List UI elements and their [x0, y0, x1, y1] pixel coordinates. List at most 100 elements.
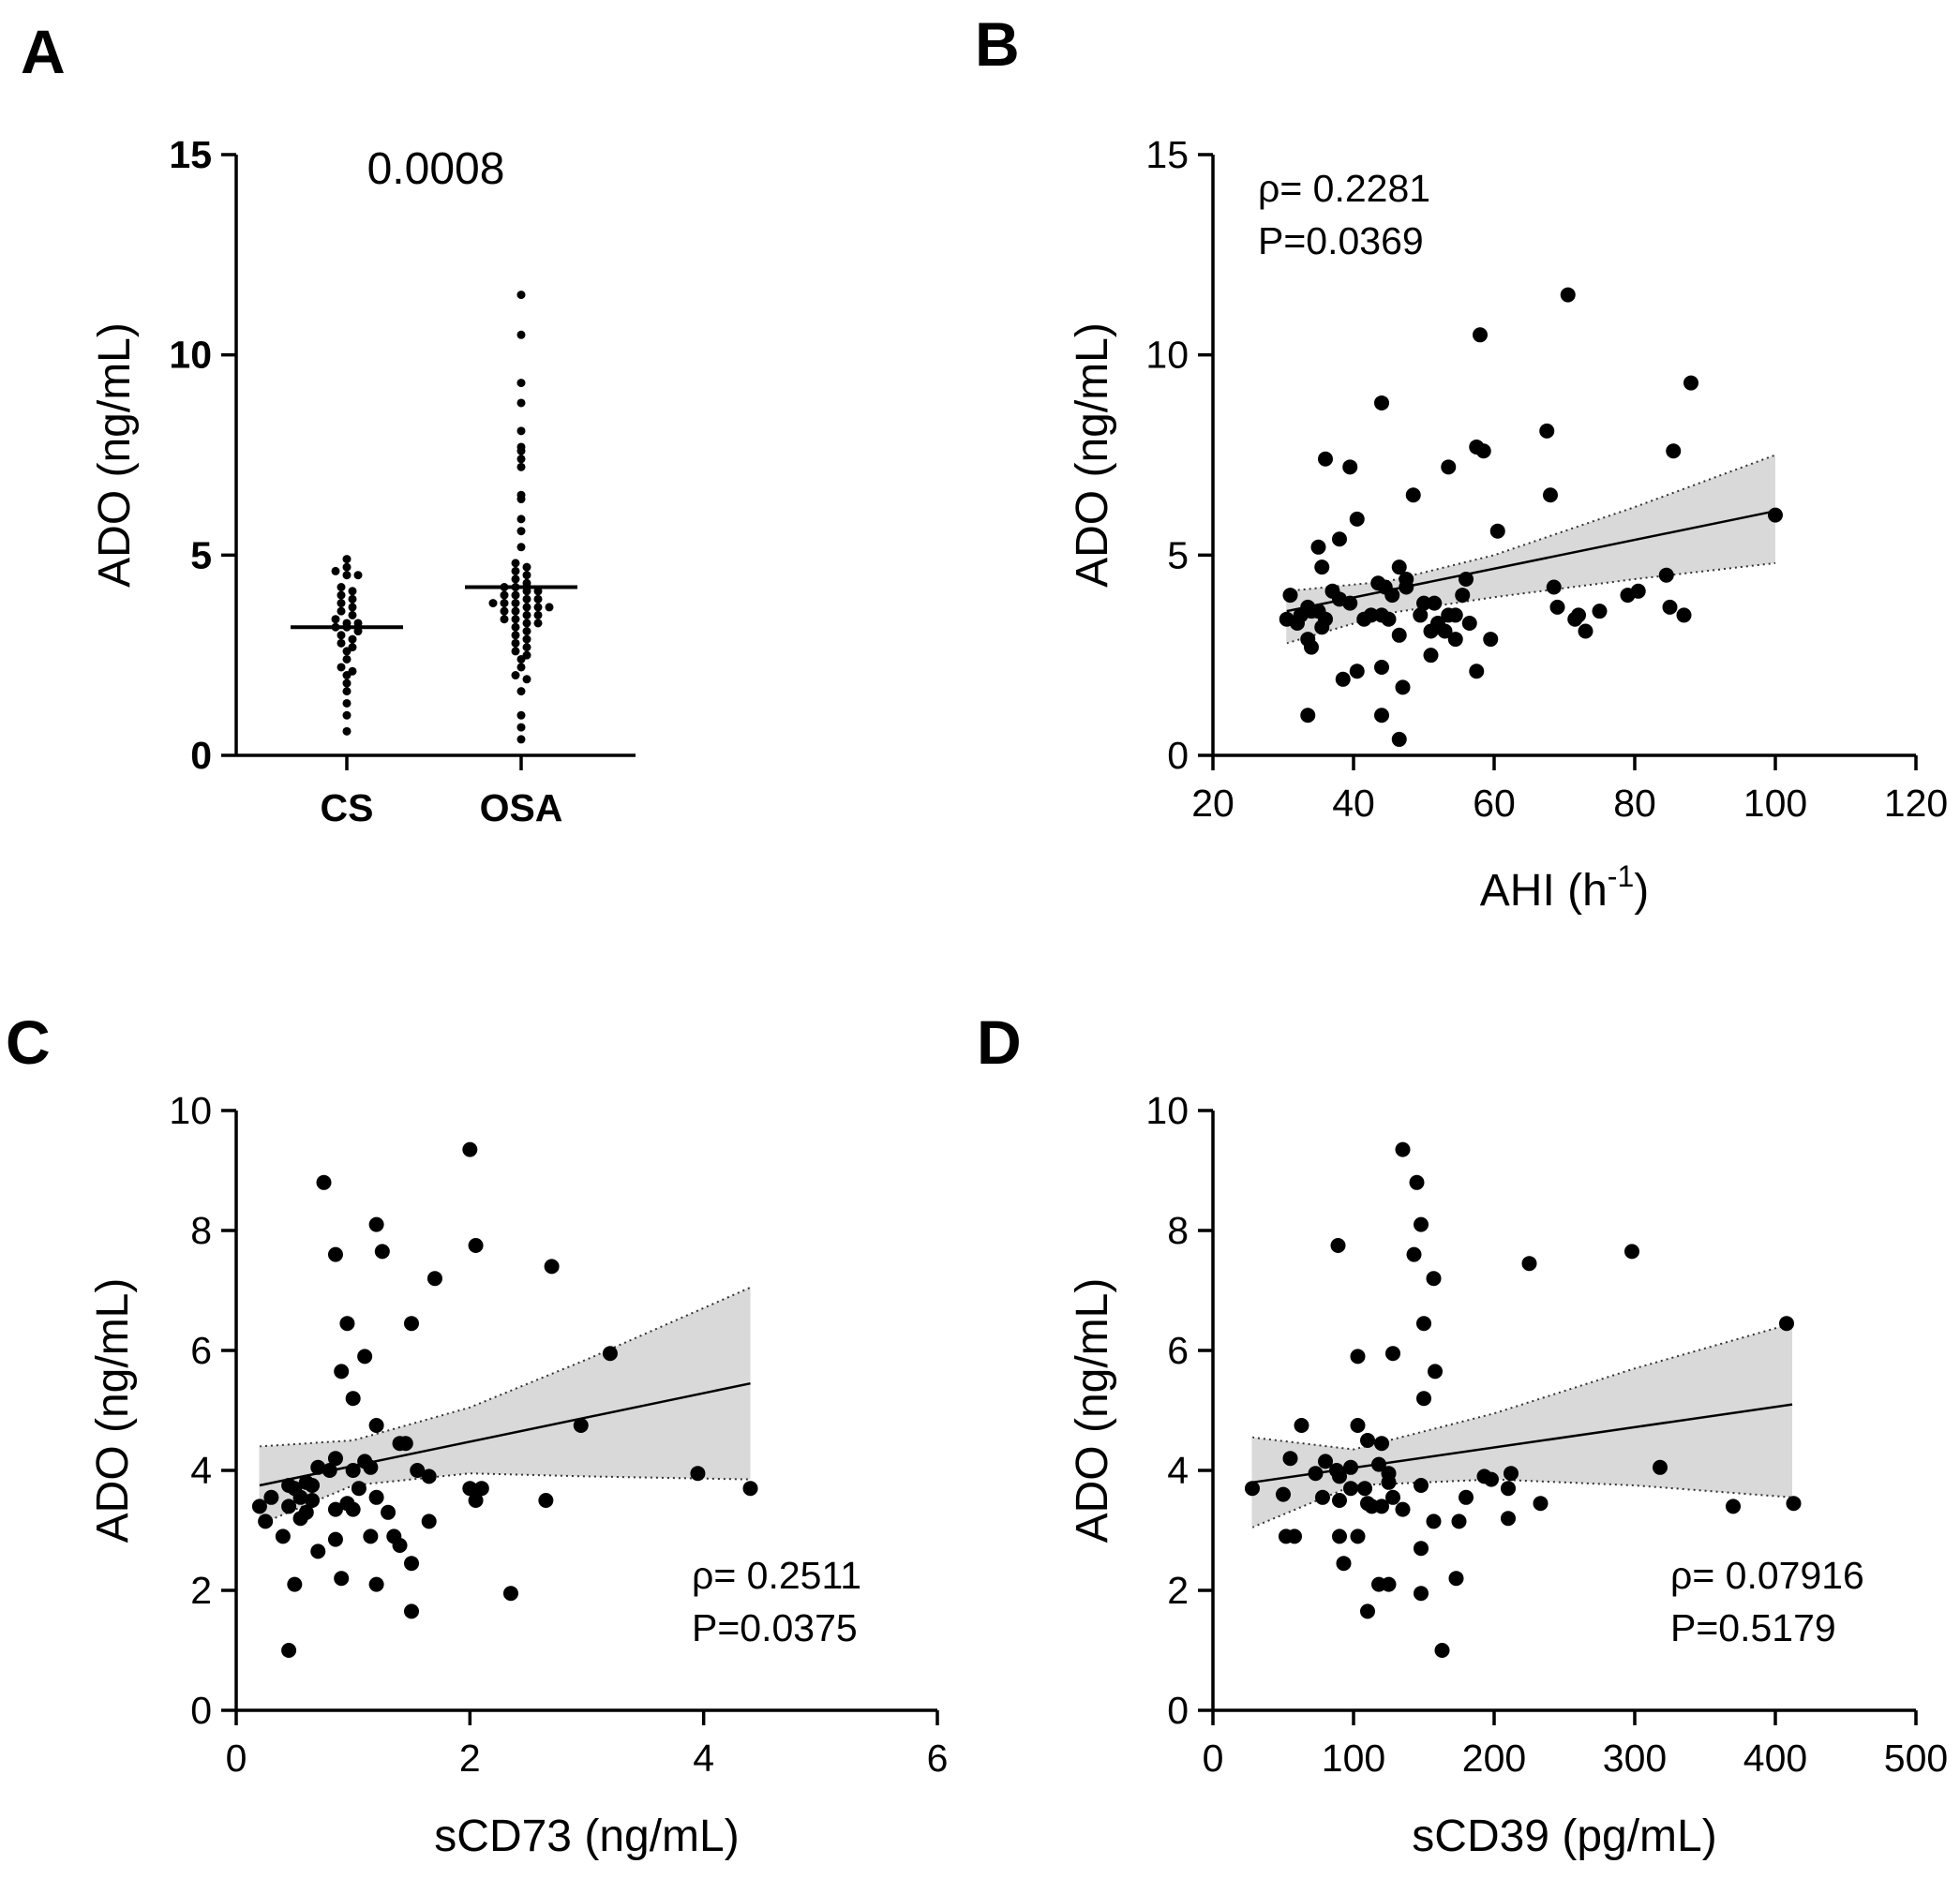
data-point — [342, 562, 352, 572]
rho-label: ρ= 0.07916 — [1670, 1554, 1864, 1597]
data-point — [348, 587, 357, 596]
data-point — [516, 514, 526, 524]
y-tick-label: 15 — [1145, 133, 1189, 176]
data-point — [1294, 1418, 1309, 1433]
panel-letter: C — [6, 1007, 51, 1077]
data-point — [1332, 1493, 1347, 1508]
y-tick-label: 15 — [169, 133, 212, 176]
data-point — [1385, 1489, 1400, 1505]
data-point — [1385, 1346, 1400, 1362]
data-point — [538, 1493, 554, 1508]
data-point — [1405, 487, 1421, 503]
y-tick-label: 5 — [1167, 533, 1189, 576]
data-point — [1336, 1556, 1352, 1572]
data-point — [1349, 511, 1365, 527]
data-point — [348, 610, 357, 619]
data-point — [1426, 1514, 1442, 1529]
data-point — [1371, 1456, 1386, 1472]
data-point — [1416, 595, 1431, 611]
data-point — [397, 1436, 413, 1452]
x-tick-label: 0 — [226, 1737, 247, 1780]
y-tick-label: 8 — [1167, 1209, 1189, 1252]
data-point — [1276, 1486, 1291, 1502]
data-point — [1381, 611, 1397, 627]
data-point — [368, 1216, 384, 1232]
data-point — [500, 590, 509, 600]
data-point — [1245, 1481, 1260, 1497]
data-point — [533, 587, 543, 596]
data-point — [1330, 1238, 1346, 1253]
data-point — [511, 606, 520, 616]
data-point — [1469, 664, 1485, 679]
x-tick-label: 120 — [1884, 782, 1948, 825]
data-point — [1287, 1529, 1302, 1544]
confidence-lower — [259, 1472, 751, 1526]
y-tick-label: 2 — [190, 1569, 212, 1612]
data-point — [502, 1586, 518, 1602]
data-point — [690, 1466, 706, 1482]
data-point — [1391, 731, 1407, 747]
data-point — [357, 1349, 373, 1365]
y-tick-label: 10 — [1145, 334, 1189, 377]
y-tick-label: 4 — [190, 1449, 212, 1492]
data-point — [522, 594, 531, 604]
x-axis-title: sCD39 (pg/mL) — [1412, 1812, 1716, 1861]
data-point — [488, 599, 498, 608]
data-point — [522, 619, 531, 628]
data-point — [345, 1391, 361, 1407]
data-point — [342, 647, 352, 656]
data-point — [342, 687, 352, 696]
data-point — [1662, 599, 1678, 615]
data-point — [287, 1576, 303, 1592]
data-point — [511, 647, 520, 656]
panel-b: B 0 5 10 15 ADO (ng/mL) 20 40 60 80 100 120 AHI (h-1… — [975, 9, 1948, 916]
data-point — [1630, 583, 1646, 599]
data-point — [1413, 607, 1429, 623]
data-point — [533, 594, 543, 604]
data-point — [522, 675, 531, 684]
p-value-label: 0.0008 — [367, 144, 505, 194]
data-point — [1332, 1469, 1347, 1484]
x-axis-title-sup: -1 — [1608, 859, 1634, 893]
data-point — [1360, 1433, 1375, 1448]
data-point — [522, 562, 531, 572]
data-point — [516, 398, 526, 408]
y-axis-title: ADO (ng/mL) — [88, 1278, 138, 1543]
confidence-upper — [1251, 1322, 1793, 1451]
data-point — [339, 1316, 355, 1332]
data-point — [522, 578, 531, 588]
data-point — [1483, 632, 1499, 648]
data-point — [353, 571, 363, 580]
data-point — [1683, 375, 1698, 391]
data-point — [511, 590, 520, 600]
x-axis-title: sCD73 (ng/mL) — [434, 1812, 739, 1861]
y-tick-label: 0 — [1167, 734, 1189, 777]
data-point — [1300, 708, 1316, 723]
data-point — [368, 1576, 384, 1592]
data-point — [281, 1643, 297, 1658]
y-tick-label: 0 — [190, 1689, 212, 1732]
data-point — [337, 606, 346, 616]
y-axis-title: ADO (ng/mL) — [1068, 322, 1117, 588]
data-point — [251, 1499, 267, 1514]
data-point — [1318, 1454, 1333, 1469]
data-point — [374, 1244, 390, 1260]
data-point — [522, 610, 531, 619]
data-point — [392, 1538, 408, 1553]
panel-letter: A — [21, 17, 66, 86]
data-point — [1539, 423, 1555, 439]
data-point — [1315, 1489, 1330, 1505]
y-axis-title: ADO (ng/mL) — [90, 322, 140, 588]
data-point — [1374, 395, 1389, 410]
y-tick-label: 6 — [1167, 1329, 1189, 1372]
y-tick-label: 8 — [190, 1209, 212, 1252]
data-point — [1533, 1496, 1549, 1512]
y-tick-label: 0 — [1167, 1689, 1189, 1732]
data-point — [1476, 1469, 1492, 1484]
data-point — [516, 710, 526, 720]
p-label: P=0.0375 — [692, 1606, 858, 1649]
data-point — [511, 599, 520, 608]
data-point — [404, 1556, 419, 1572]
data-point — [331, 566, 340, 575]
